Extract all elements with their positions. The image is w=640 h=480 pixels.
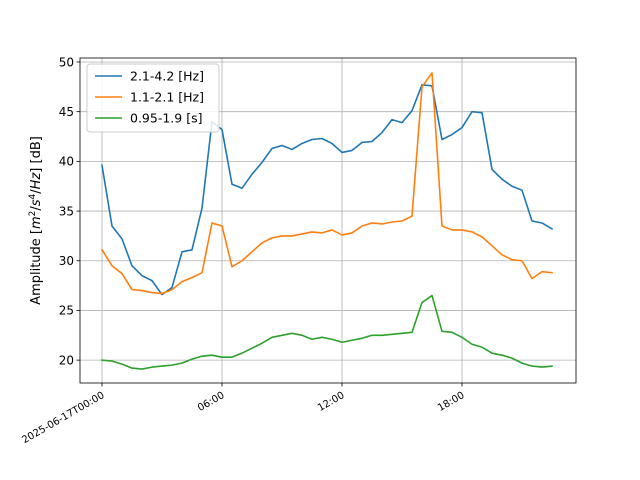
y-tick-label: 50 (59, 55, 74, 69)
y-tick-label: 45 (59, 105, 74, 119)
y-tick-label: 30 (59, 254, 74, 268)
y-tick-label: 40 (59, 155, 74, 169)
series-lines (100, 72, 554, 370)
series-line-3 (101, 294, 553, 370)
series-line-2 (100, 72, 553, 295)
y-tick-label: 25 (59, 304, 74, 318)
legend-box (86, 63, 220, 133)
plot-area-frame (79, 57, 577, 384)
series-line-1 (101, 84, 554, 296)
legend-label: 0.95-1.9 [s] (130, 111, 202, 126)
y-axis: 20 25 30 35 40 45 50 (59, 55, 80, 367)
legend-label: 1.1-2.1 [Hz] (130, 90, 204, 105)
y-tick-label: 20 (59, 353, 74, 367)
legend: 2.1-4.2 [Hz] 1.1-2.1 [Hz] 0.95-1.9 [s] (86, 63, 220, 133)
legend-label: 2.1-4.2 [Hz] (130, 69, 204, 84)
y-tick-label: 35 (59, 204, 74, 218)
y-axis-label: Amplitude [m2/s4/Hz] [dB] (28, 136, 44, 305)
